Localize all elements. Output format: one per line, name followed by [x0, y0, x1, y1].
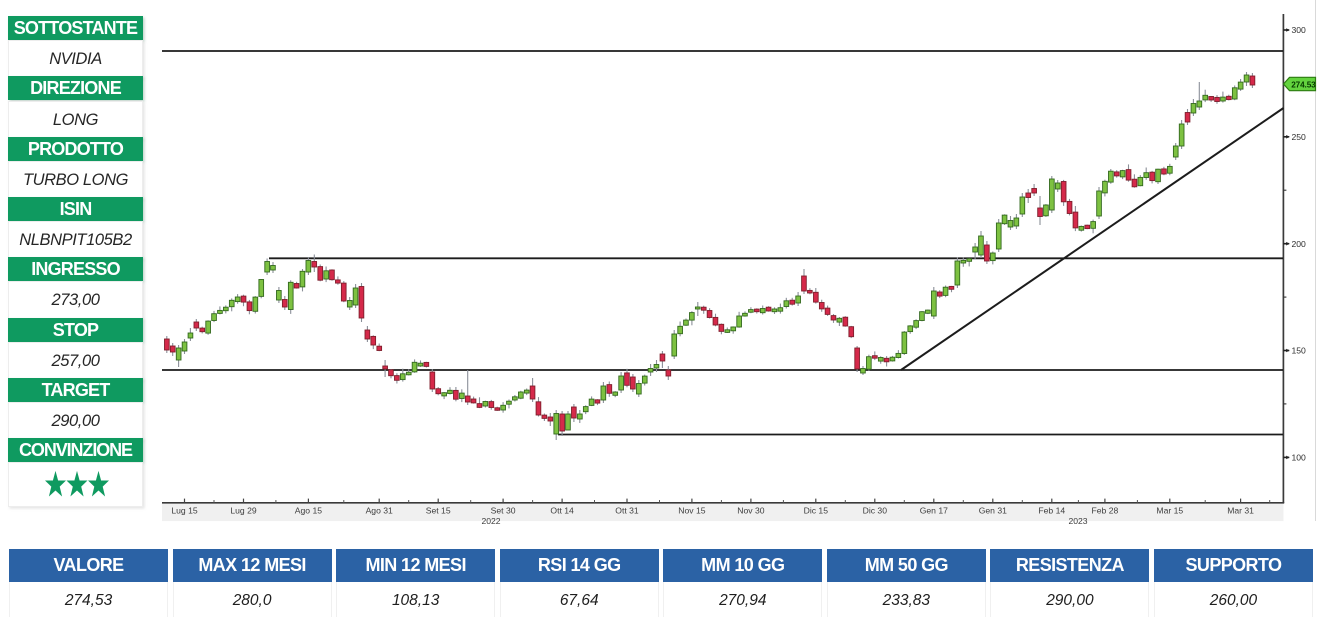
svg-text:Feb 28: Feb 28	[1092, 506, 1119, 516]
svg-text:Lug 29: Lug 29	[230, 506, 257, 516]
svg-text:Nov 30: Nov 30	[737, 506, 764, 516]
svg-text:Set 30: Set 30	[491, 506, 516, 516]
svg-text:Mar 15: Mar 15	[1156, 506, 1183, 516]
svg-text:Dic 15: Dic 15	[804, 506, 829, 516]
svg-text:Mar 31: Mar 31	[1227, 506, 1254, 516]
svg-text:Gen 31: Gen 31	[979, 506, 1007, 516]
svg-text:Lug 15: Lug 15	[171, 506, 198, 516]
svg-text:Ago 31: Ago 31	[366, 506, 393, 516]
svg-text:150: 150	[1292, 346, 1307, 356]
svg-text:100: 100	[1292, 453, 1307, 463]
svg-text:Nov 15: Nov 15	[678, 506, 705, 516]
svg-text:Feb 14: Feb 14	[1038, 506, 1065, 516]
svg-text:Gen 17: Gen 17	[920, 506, 948, 516]
svg-text:200: 200	[1292, 239, 1307, 249]
svg-text:Set 15: Set 15	[426, 506, 451, 516]
svg-text:Ago 15: Ago 15	[295, 506, 322, 516]
svg-text:2023: 2023	[1068, 516, 1087, 526]
svg-text:274.53: 274.53	[1291, 80, 1316, 89]
svg-text:Ott 14: Ott 14	[550, 506, 574, 516]
svg-text:300: 300	[1292, 25, 1307, 35]
svg-text:2022: 2022	[481, 516, 500, 526]
svg-text:Dic 30: Dic 30	[863, 506, 888, 516]
svg-text:Ott 31: Ott 31	[615, 506, 639, 516]
svg-text:250: 250	[1292, 132, 1307, 142]
